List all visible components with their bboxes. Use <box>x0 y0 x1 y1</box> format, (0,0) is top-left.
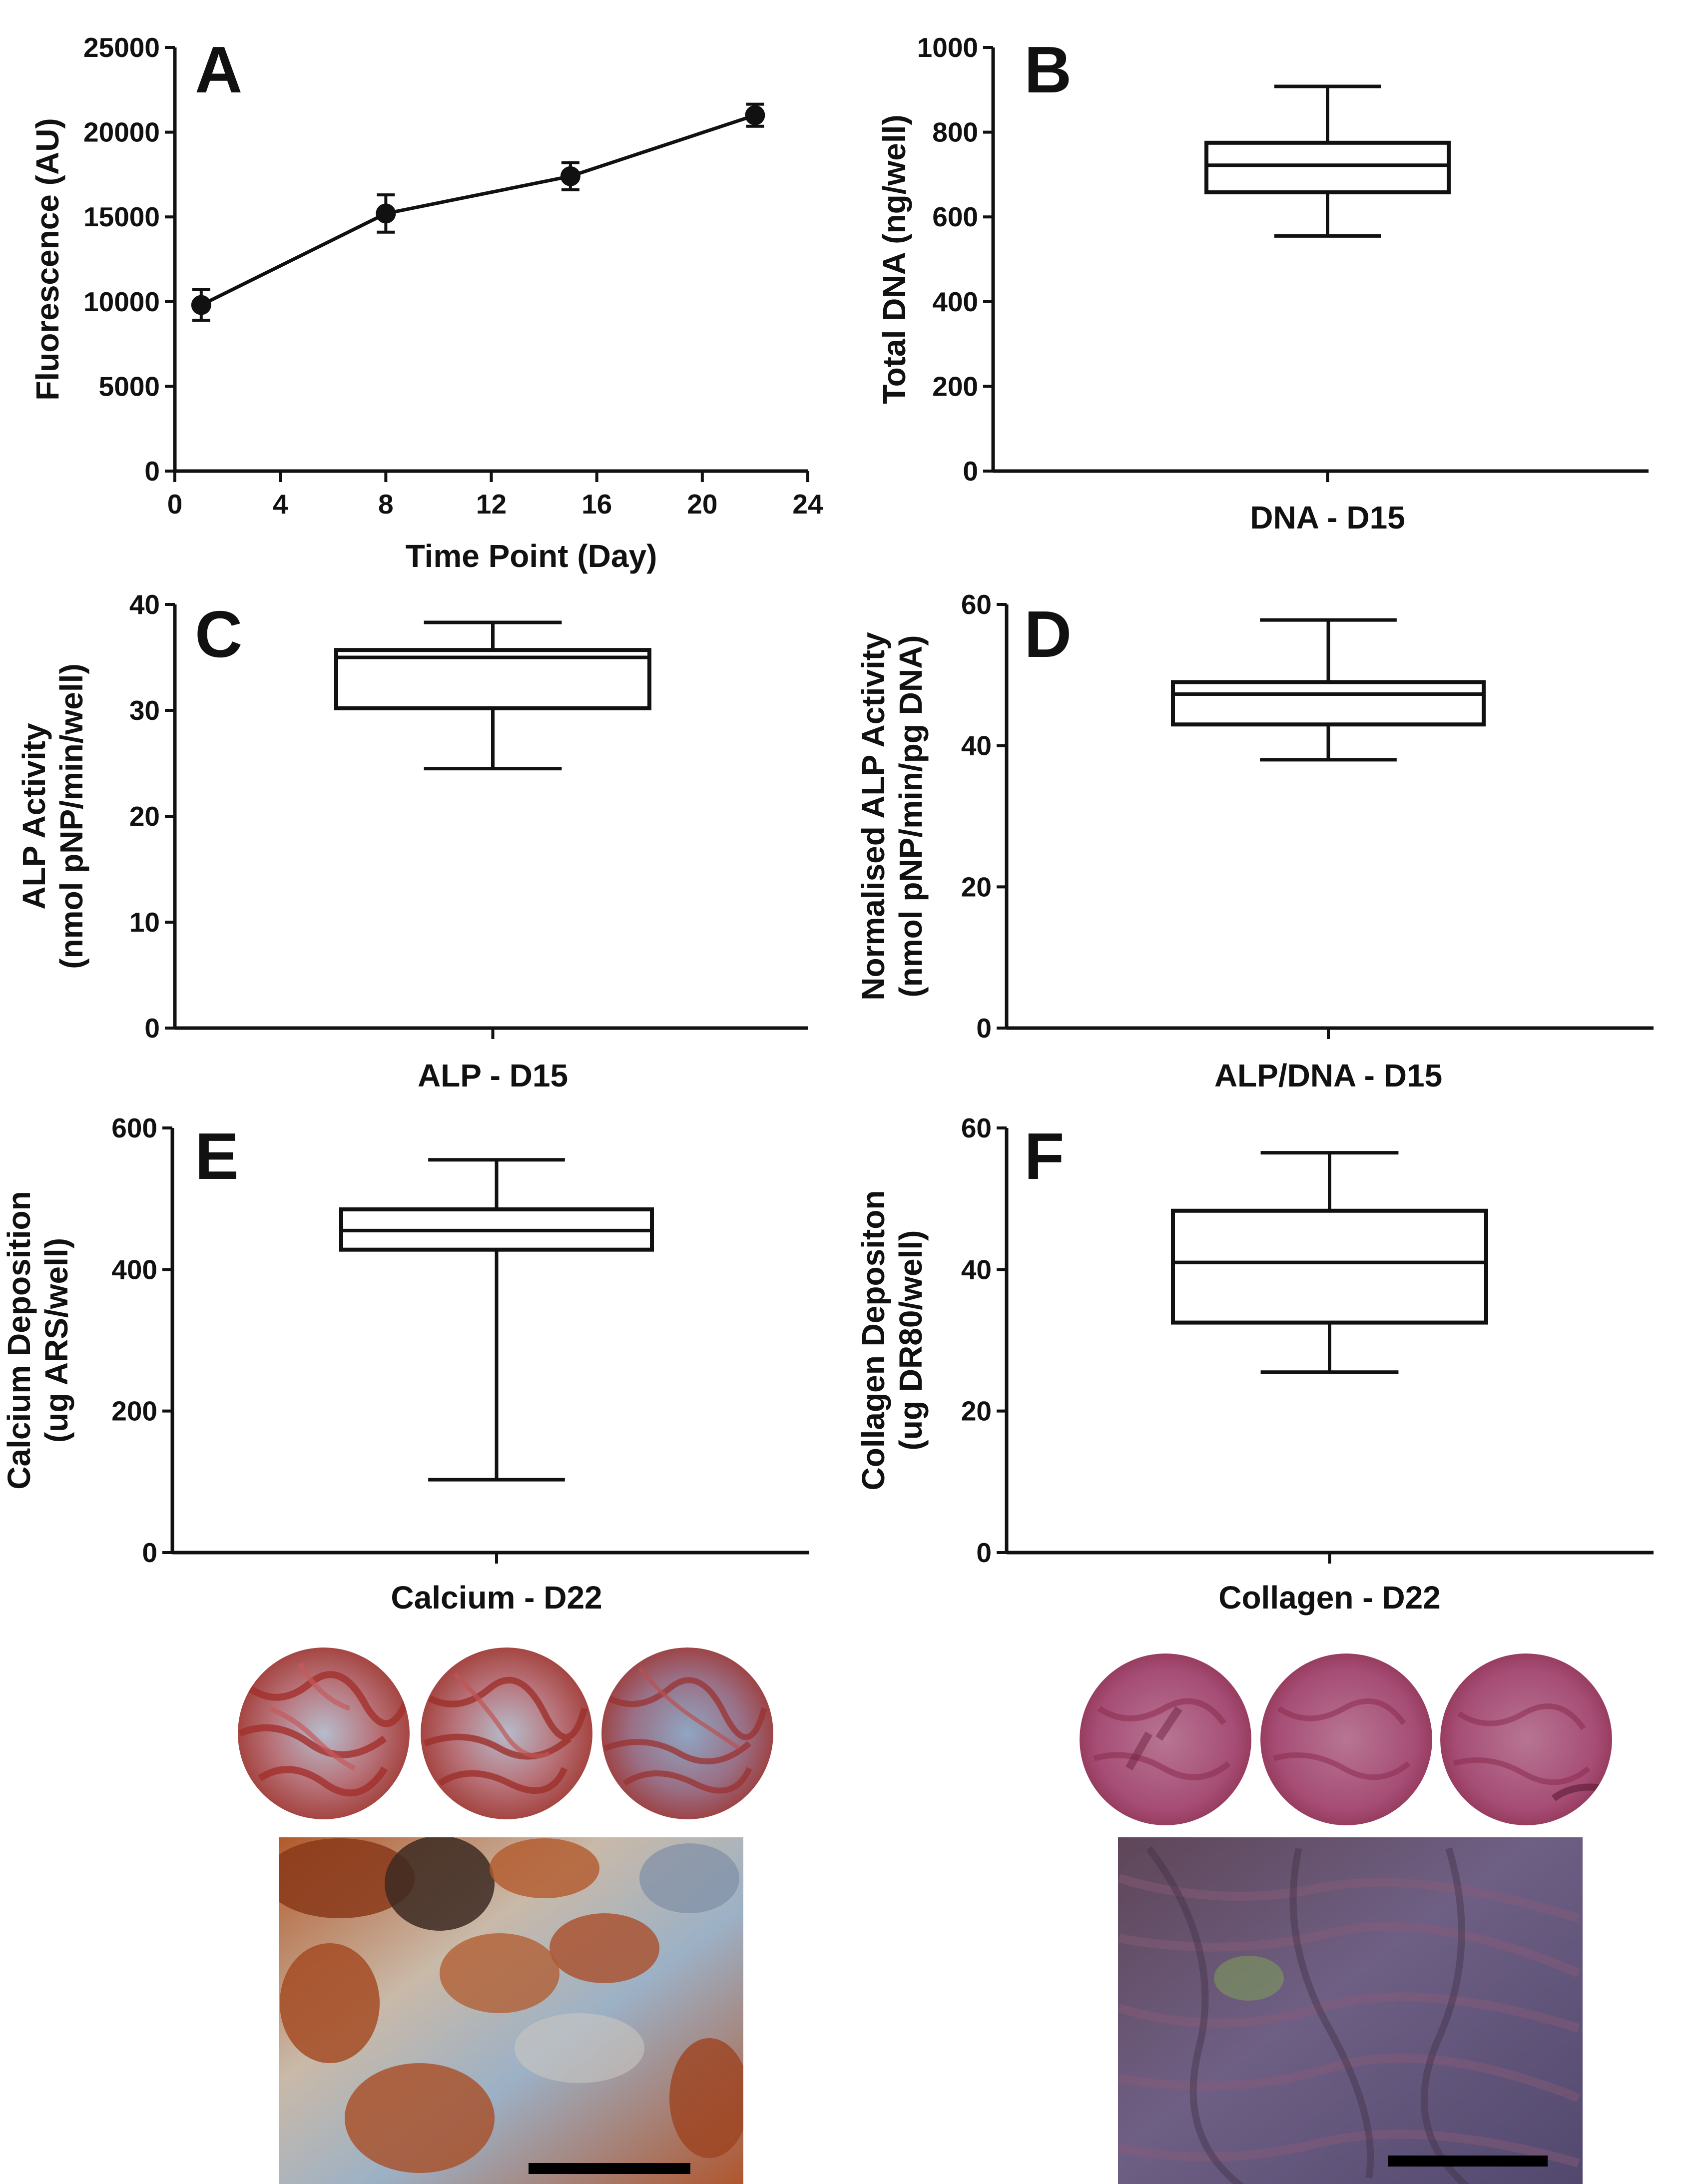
x-axis-title: Time Point (Day) <box>406 538 657 574</box>
y-axis-title: Total DNA (ng/well) <box>876 114 912 404</box>
panel-label: C <box>195 597 242 671</box>
panel-a-line-chart: 0 5000 10000 15000 20000 25000 0 4 8 12 16 20 24 Fluo… <box>29 32 823 574</box>
x-tick-label: 20 <box>687 489 717 520</box>
y-tick-label: 0 <box>963 456 978 487</box>
x-tick-label: 24 <box>792 489 823 520</box>
x-tick-label: 4 <box>273 489 288 520</box>
collagen-well-1 <box>1080 1653 1251 1825</box>
y-axis-title-line: Fluorescence (AU) <box>29 118 65 400</box>
y-axis-title-line: Normalised ALP Activity <box>855 632 891 1001</box>
panel-label: E <box>195 1119 239 1193</box>
y-tick-label: 10 <box>129 907 160 938</box>
y-tick-label: 1000 <box>917 32 978 63</box>
calcium-well-2 <box>421 1647 592 1819</box>
y-axis-title-line: Total DNA (ng/well) <box>876 114 912 404</box>
y-tick-label: 60 <box>961 1112 992 1143</box>
y-axis-title-line: (ug ARS/well) <box>38 1238 74 1443</box>
y-tick-label: 15000 <box>83 201 160 232</box>
y-axis-title-line: Calcium Deposition <box>1 1191 37 1489</box>
x-category-label: ALP/DNA - D15 <box>1214 1058 1442 1093</box>
y-tick-label: 0 <box>976 1013 992 1044</box>
y-tick-label: 20 <box>961 1396 992 1427</box>
y-tick-label: 800 <box>932 117 978 148</box>
panel-label: D <box>1024 597 1072 671</box>
calcium-well-3 <box>601 1647 773 1819</box>
y-tick-label: 400 <box>111 1254 157 1285</box>
x-tick-label: 16 <box>581 489 612 520</box>
collagen-well-images <box>1080 1653 1612 1825</box>
data-point <box>560 166 580 186</box>
collagen-well-3 <box>1440 1653 1612 1825</box>
y-axis-title: Calcium Deposition(ug ARS/well) <box>1 1191 74 1489</box>
y-axis-title: Fluorescence (AU) <box>29 118 65 400</box>
x-category-label: Calcium - D22 <box>391 1580 602 1616</box>
calcium-scale-bar <box>529 2163 690 2174</box>
x-tick-label: 12 <box>476 489 507 520</box>
collagen-micrograph <box>1118 1837 1583 2184</box>
panel-b-box-plot: 0 200 400 600 800 1000 Total DNA (ng/well) DNA … <box>876 32 1649 536</box>
y-tick-label: 200 <box>932 371 978 402</box>
y-axis-title-line: ALP Activity <box>16 723 52 910</box>
collagen-well-2 <box>1260 1653 1432 1825</box>
y-tick-label: 0 <box>142 1537 157 1568</box>
data-point <box>745 105 765 125</box>
panel-label: F <box>1024 1119 1065 1193</box>
y-tick-label: 30 <box>129 695 160 726</box>
x-category-label: Collagen - D22 <box>1218 1580 1441 1616</box>
y-tick-label: 25000 <box>83 32 160 63</box>
y-tick-label: 10000 <box>83 286 160 317</box>
panel-e-box-plot: 0 200 400 600 Calcium Deposition(ug ARS/well… <box>1 1112 809 1616</box>
x-tick-label: 8 <box>378 489 394 520</box>
y-axis-title-line: (nmol pNP/min/pg DNA) <box>893 635 929 997</box>
y-tick-label: 40 <box>961 730 992 761</box>
x-category-label: DNA - D15 <box>1250 500 1405 536</box>
y-tick-label: 40 <box>129 589 160 620</box>
x-category-label: ALP - D15 <box>418 1058 568 1093</box>
x-tick-label: 0 <box>167 489 183 520</box>
y-axis-title: Normalised ALP Activity(nmol pNP/min/pg … <box>855 632 929 1001</box>
y-tick-label: 600 <box>111 1112 157 1143</box>
y-tick-label: 200 <box>111 1396 157 1427</box>
y-tick-label: 60 <box>961 589 992 620</box>
y-tick-label: 400 <box>932 286 978 317</box>
iqr-box <box>1171 1208 1488 1325</box>
calcium-well-images <box>238 1647 773 1819</box>
data-point <box>191 295 211 315</box>
calcium-micrograph <box>279 1837 743 2184</box>
y-tick-label: 0 <box>976 1537 992 1568</box>
collagen-scale-bar <box>1388 2156 1548 2167</box>
y-tick-label: 20 <box>129 801 160 832</box>
y-tick-label: 20000 <box>83 117 160 148</box>
panel-d-box-plot: 0 20 40 60 Normalised ALP Activity(nmol pNP/… <box>855 589 1654 1093</box>
data-line <box>200 113 756 307</box>
y-axis-title-line: (ug DR80/well) <box>893 1230 929 1451</box>
iqr-box <box>1171 680 1486 727</box>
y-axis-title: ALP Activity(nmol pNP/min/well) <box>16 663 89 969</box>
calcium-well-1 <box>238 1647 410 1819</box>
y-tick-label: 5000 <box>99 371 160 402</box>
y-axis-title-line: (nmol pNP/min/well) <box>53 663 89 969</box>
y-axis-title-line: Collagen Depositon <box>855 1190 891 1491</box>
panel-c-box-plot: 0 10 20 30 40 ALP Activity(nmol pNP/min/well)… <box>16 589 808 1093</box>
data-point <box>376 203 396 224</box>
y-tick-label: 600 <box>932 201 978 232</box>
panel-label: B <box>1024 33 1072 106</box>
y-tick-label: 0 <box>144 456 160 487</box>
y-tick-label: 0 <box>144 1013 160 1044</box>
y-tick-label: 40 <box>961 1254 992 1285</box>
y-tick-label: 20 <box>961 871 992 902</box>
panel-label: A <box>195 33 242 106</box>
iqr-box <box>334 648 651 710</box>
y-axis-title: Collagen Depositon(ug DR80/well) <box>855 1190 929 1491</box>
iqr-box <box>1204 140 1451 195</box>
